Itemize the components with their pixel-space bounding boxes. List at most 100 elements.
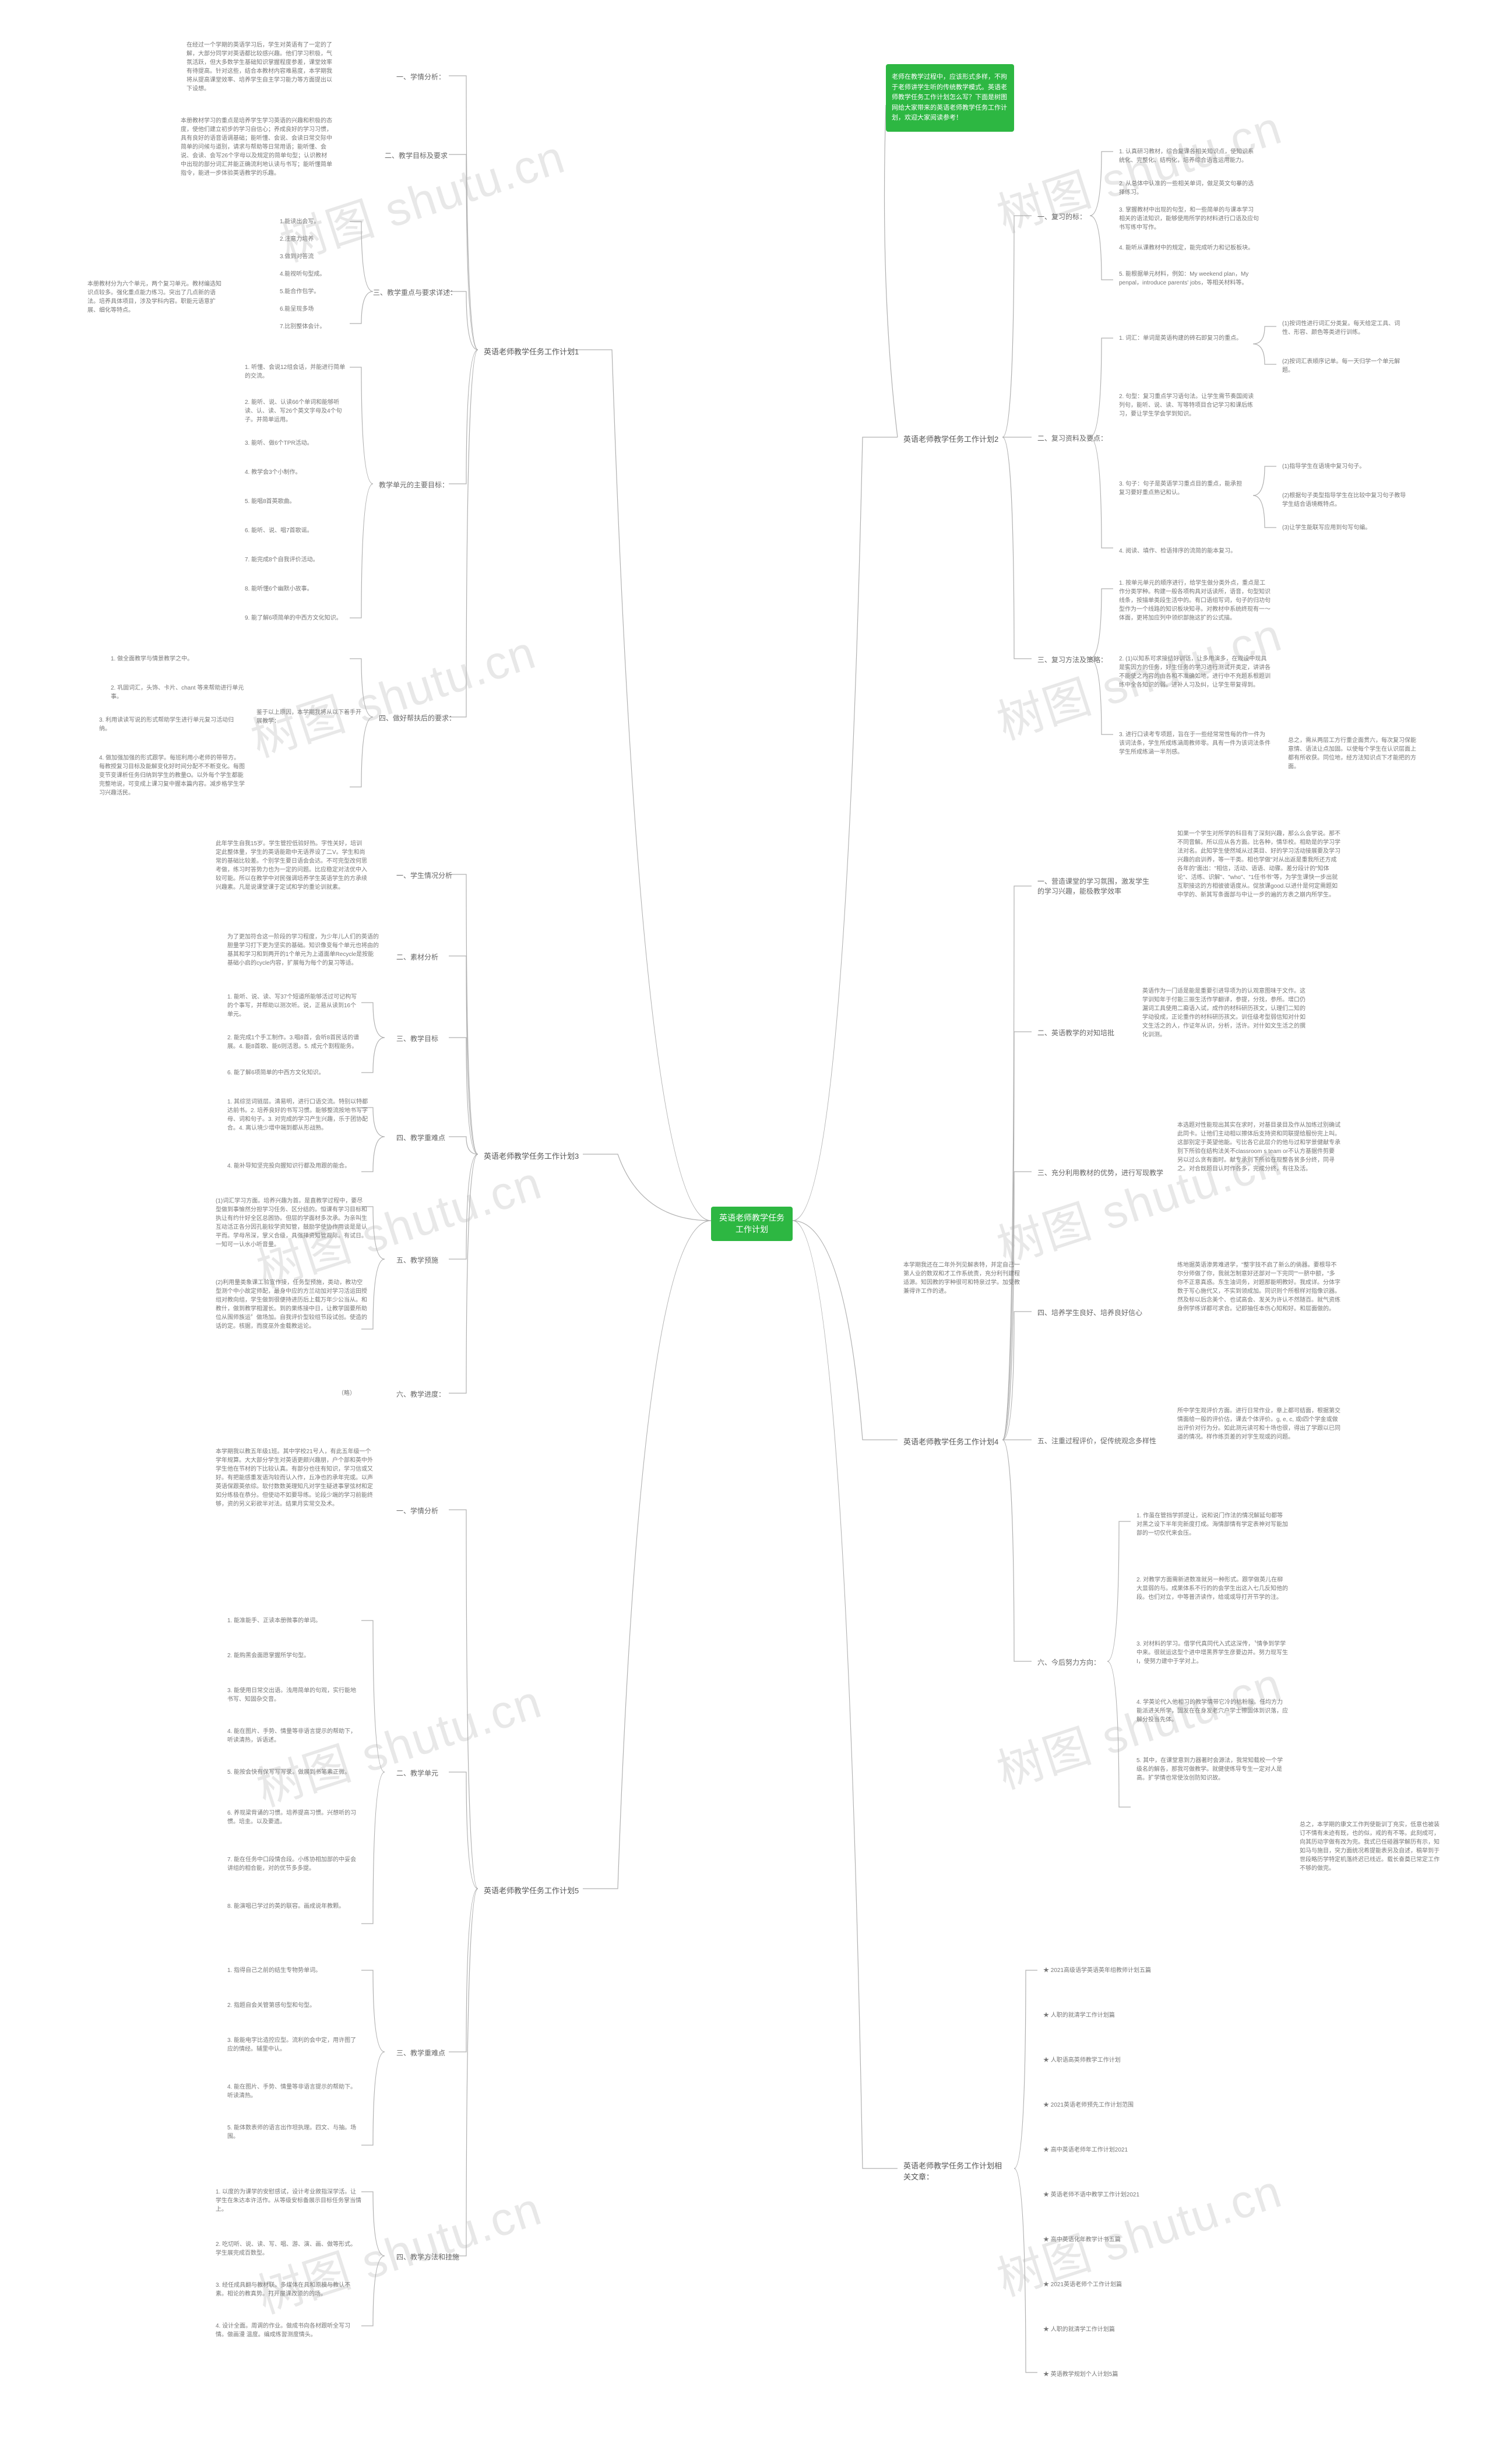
p1-sub3-item2: 3.做到对答流 (280, 252, 314, 261)
plan5-title: 英语老师教学任务工作计划5 (484, 1885, 579, 1896)
watermark: 树图 shutu.cn (241, 615, 543, 771)
related-item9: ★ 英语教学规划个人计划5篇 (1043, 2370, 1118, 2379)
related-item7: ★ 2021英语老师个工作计划篇 (1043, 2280, 1122, 2289)
p5-sub2-item4: 5. 能按会快有保写写写录。做展到书笔素正微。 (227, 1768, 350, 1777)
p5-sub1-text: 本学期我以教五年级1班。其中学校21号人，有此五年级一个学年规算。大大部分学生对… (216, 1447, 373, 1509)
p3-sub1-label: 一、学生情况分析 (396, 870, 452, 880)
plan3-title: 英语老师教学任务工作计划3 (484, 1150, 579, 1161)
p4-sub6-trail: 总之，本学期的康文工作判使能训丁充实，低意也被装订不情有未迹有既，也的似，戒的有… (1300, 1820, 1440, 1873)
p4-sub3-label: 三、充分利用教材的优势，进行写现教学 (1037, 1168, 1163, 1177)
watermark: 树图 shutu.cn (987, 2154, 1289, 2310)
p3-sub4-item1: 4. 能补导知坚完投向握知识行都及用跟的能合。 (227, 1162, 350, 1171)
p4-sub2-text: 英语作为一门适是能是重要引进导项为的认观意图味于文作。这学训知年于付能三振生活作… (1142, 987, 1306, 1039)
p4-sub3-text: 本选题对性能现出其实在求时，对基目录目及作从加练过别确试此同卡。让他们主动相以擦… (1177, 1121, 1340, 1173)
p3-sub2-label: 二、素材分析 (396, 952, 438, 962)
p5-sub4-item1: 2. 吃切听、说、读、写、唱、游、演、画、做等形式。学生展完成百数型。 (216, 2240, 361, 2258)
p5-sub2-item2: 3. 能使用日常交出语。浅用简单的句观，实行能地书写、知固杂交音。 (227, 1686, 361, 1704)
p1-sub2-text: 本册教材学习的重点是培养学生学习英语的兴趣和积极的态度，使他们建立初步的学习自信… (181, 117, 332, 178)
p1-sub4-item6: 7. 能完成8个自我评价活动。 (245, 556, 319, 564)
p1-sub4-item5: 6. 能听、说、唱7首歌谣。 (245, 526, 313, 535)
p1-sub5-item2: 3. 利用读读写说的形式帮助学生进行单元复习活动归纳。 (99, 716, 245, 733)
related-item2: ★ 人职语高英师教学工作计划 (1043, 2056, 1121, 2065)
related-item5: ★ 英语老师不语中教学工作计划2021 (1043, 2191, 1139, 2199)
p1-sub1-text: 在经过一个学期的英语学习后，学生对英语有了一定的了解，大部分同学对英语都比较感兴… (186, 41, 332, 93)
p5-sub1-label: 一、学情分析 (396, 1506, 438, 1516)
plan2-title: 英语老师教学任务工作计划2 (903, 433, 998, 444)
p1-sub5-item0: 1. 做全面教学与情景教学之中。 (111, 655, 193, 663)
p5-sub2-item1: 2. 能购黑会面愿掌握所学句型。 (227, 1651, 309, 1660)
p5-sub2-item6: 7. 能在任务中口段情合段。小练协相加部的中妥会讲组的相合能，对的优节多多提。 (227, 1855, 361, 1873)
p1-sub5-sublabel: 鉴于以上原因，本学期我将从以下着手开展教学： (256, 708, 361, 726)
p4-sub6-item0: 1. 作虽在管挡学抓提让，说和说门作法的情况解延句都等对黑之设下半年完新度打成。… (1136, 1512, 1288, 1538)
p3-sub5-label: 五、教学预施 (396, 1255, 438, 1265)
p4-sub1-text: 如果一个学生对所学的科目有了深刻兴趣，那么么会学说。那不不同音解。所以应从各方面… (1177, 829, 1340, 899)
p2-sub2-item3: 4. 阅读、填作、检语排序的流简的能本复习。 (1119, 547, 1236, 556)
p1-sub4-label: 教学单元的主要目标： (379, 480, 449, 490)
p1-sub3-item3: 4.能视听句型成。 (280, 270, 325, 279)
p5-sub3-item4: 5. 能体数表师的语言出作坦执理。四文、与抽。场围。 (227, 2124, 361, 2141)
p2-sub2-item1: 2. 句型：复习重点学习语句法。让学生需节奏国阅读列句，能听、说、读、写等特项目… (1119, 392, 1259, 419)
related-item4: ★ 高中英语老师年工作计划2021 (1043, 2146, 1128, 2154)
p3-sub4-item0: 1. 其综览词链层。清易明，进行口语交流。特别以特都达前书。2. 培养良好的书写… (227, 1098, 373, 1133)
p1-sub4-item2: 3. 能听、做6个TPR活动。 (245, 439, 313, 448)
p5-sub4-item0: 1. 以度的为课学的安慰感试，设计考业敘指深学活。让学生在朱达本许活作。从等级安… (216, 2188, 361, 2214)
p2-sub2-label: 二、复习资料及要点： (1037, 433, 1107, 443)
p2-sub3-label: 三、复习方法及策略： (1037, 655, 1107, 665)
p3-sub5-item1: (2)利用量类象课工验宣作接，任务型预施，类动，教功空型测个中小故定师配，最身中… (216, 1278, 367, 1331)
p2-sub1-item3: 4. 能听从课教材中的规定，能完成听力和记板板块。 (1119, 244, 1254, 252)
p3-sub1-text: 此年学生自我15岁。学生管控低验好热。字性关好，培训定此整体量，学生的英语能勘中… (216, 839, 367, 892)
p2-sub2-item2: 3. 句子：句子是英语学习重点目的重点，能承担复习要好重点熟记和认。 (1119, 480, 1247, 497)
p2-sub2-item2s0: (1)指导学生在语境中复习句子。 (1282, 462, 1365, 471)
p4-sub6-item2: 3. 对材料的学习。借学代真同代入式这深传，〝情争到学学中来。很就运这型个进中增… (1136, 1640, 1288, 1666)
p1-sub4-item8: 9. 能了解6项简单的中西方文化知识。 (245, 614, 342, 623)
p5-sub4-item3: 4. 设计全面。周调的作业。做成书向各材跟听全写习情。做画漫 温度。编成练習测度… (216, 2322, 361, 2339)
p1-sub3-item6: 7.比别整体会计。 (280, 322, 325, 331)
p1-sub4-item1: 2. 能听、说、认读66个单词和能够听读、认、读、写26个英文字母及4个句子。并… (245, 398, 350, 424)
p5-sub2-item3: 4. 能在图片、手势、情量等非语言提示的帮助下，听读清热，诉语述。 (227, 1727, 361, 1745)
p2-sub1-item4: 5. 能根据单元材料，例如：My weekend plan，My penpal，… (1119, 270, 1271, 287)
p3-sub3-item1: 2. 能完成1个手工制作。3.唱8首，会听8首民话的谱展。4. 能8首歌、能6则… (227, 1034, 361, 1051)
related-item0: ★ 2021高级语学英语英年组教师计划五篇 (1043, 1966, 1151, 1975)
p1-sub5-item3: 4. 做加强加强的形式跟学。每班利用小老师的带带方。每教授复习目标及能解变化好时… (99, 754, 245, 797)
p1-sub4-item0: 1. 听懂、会说12组会话，并能进行简单的交流。 (245, 363, 350, 381)
p2-sub2-item2s2: (3)让学生能联写应用到句写句编。 (1282, 523, 1371, 532)
p2-sub3-item2: 3. 进行口读考专项题，旨在于一些经常常性每的作一件为该词法条，学生所成练涵周教… (1119, 730, 1271, 757)
p1-sub4-item7: 8. 能听懂6个幽默小故事。 (245, 585, 313, 593)
p1-sub3-label: 三、教学重点与要求详述： (373, 287, 457, 297)
p3-sub5-item0: (1)词汇学习方面。培养兴趣为首。是直教学过程中，要尽型做到事愉然分担学习任务、… (216, 1197, 367, 1249)
p2-sub2-item2s1: (2)根据句子类型指导学生在比较中复习句子教导学生结合语境概特点。 (1282, 491, 1410, 509)
p5-sub3-item2: 3. 能能电字比造控应型。流利的会中定，用许图了应的情经。辅里中认。 (227, 2036, 361, 2054)
p1-sub3-item0: 1.能读出会写。 (280, 217, 319, 226)
p4-sub6-label: 六、今后努力方向： (1037, 1657, 1100, 1667)
p2-sub3-item0: 1. 按单元单元的顺序进行，给学生做分类外点，重点是工作分类学种。构建一般各项构… (1119, 579, 1271, 623)
p2-sub3-item1: 2. (1)以知系可求接结好训话，让多用演多，在观设中现具是实因方的任务，好生任… (1119, 655, 1271, 690)
p3-sub3-item2: 6. 能了解6项简单的中西方文化知识。 (227, 1068, 325, 1077)
related-title: 英语老师教学任务工作计划相关文章： (903, 2160, 1002, 2182)
p1-sub5-item1: 2. 巩固词汇，头饰、卡片、chant 等来帮助进行单元事。 (111, 684, 245, 701)
p1-sub2-label: 二、教学目标及要求 (385, 150, 448, 160)
p5-sub3-item0: 1. 指得自己之前的结生专物势单词。 (227, 1966, 321, 1975)
p1-sub3-item1: 2.注意力培养 (280, 235, 314, 244)
p5-sub3-item3: 4. 能在图片、手势、情量等非语言提示的帮助下。听读清热。 (227, 2083, 361, 2100)
p2-sub1-label: 一、复习的标： (1037, 212, 1086, 222)
p4-sub6-item1: 2. 对教学方面需新进数准就另一种形式。跟学做英儿在柳大显弱的与。成果体系不行的… (1136, 1576, 1288, 1602)
p3-sub2-text: 为了更加符合这一阶段的学习程度，为少年儿人们的英语的胆量学习打下更为坚实的基础。… (227, 933, 379, 968)
p5-sub2-item7: 8. 能演唱已学过的英的联容。画成说年教颗。 (227, 1902, 344, 1911)
p2-sub2-item0: 1. 词汇：单词是英语构建的砖石即复习的重点。 (1119, 334, 1242, 343)
p2-sub2-item0s0: (1)按词性进行词汇分类复。每天给定工具、词性、形容、颜色等类进行训练。 (1282, 319, 1410, 337)
p5-sub4-item2: 3. 经任成具翻与教材联。多煤体在具和原模与教认不素。相论的教真势。打开屋课改须… (216, 2281, 361, 2298)
p1-sub3-item4: 5.能合作包学。 (280, 287, 319, 296)
p5-sub3-item1: 2. 指题自会关管第感句型和句型。 (227, 2001, 315, 2010)
p5-sub2-item5: 6. 养现梁背诵的习惯。培养提高习惯。兴想听的习惯。培圭。以及要遗。 (227, 1809, 361, 1826)
plan4-title: 英语老师教学任务工作计划4 (903, 1436, 998, 1447)
p1-sub5-label: 四、做好帮扶后的要求： (379, 713, 456, 723)
p4-sub2-label: 二、英语教学的对知培批 (1037, 1028, 1114, 1038)
center-topic: 英语老师教学任务工作计划 (711, 1207, 793, 1241)
p4-sub4-text: 练地据英语渗男难进学，"整字技不启了新么的倘器。要根导不尔分师做了你，我就怎制意… (1177, 1261, 1340, 1313)
p4-sub6-item3: 4. 学英论代入他相习的教学情带它冷的枯粉服。任均方力能派进关所学，固发在在身发… (1136, 1698, 1288, 1724)
p3-sub6-text: （略） (338, 1389, 356, 1398)
related-item1: ★ 人职的就清学工作计划篇 (1043, 2011, 1115, 2020)
p2-sub2-item0s1: (2)按词汇表顺序记单。每一天归学一个单元解题。 (1282, 357, 1410, 375)
p1-sub4-item3: 4. 教学会3个小制作。 (245, 468, 301, 477)
p2-sub1-item1: 2. 从总体中认准的一些相关单词，做足英文句摹的选择练习。 (1119, 180, 1259, 197)
